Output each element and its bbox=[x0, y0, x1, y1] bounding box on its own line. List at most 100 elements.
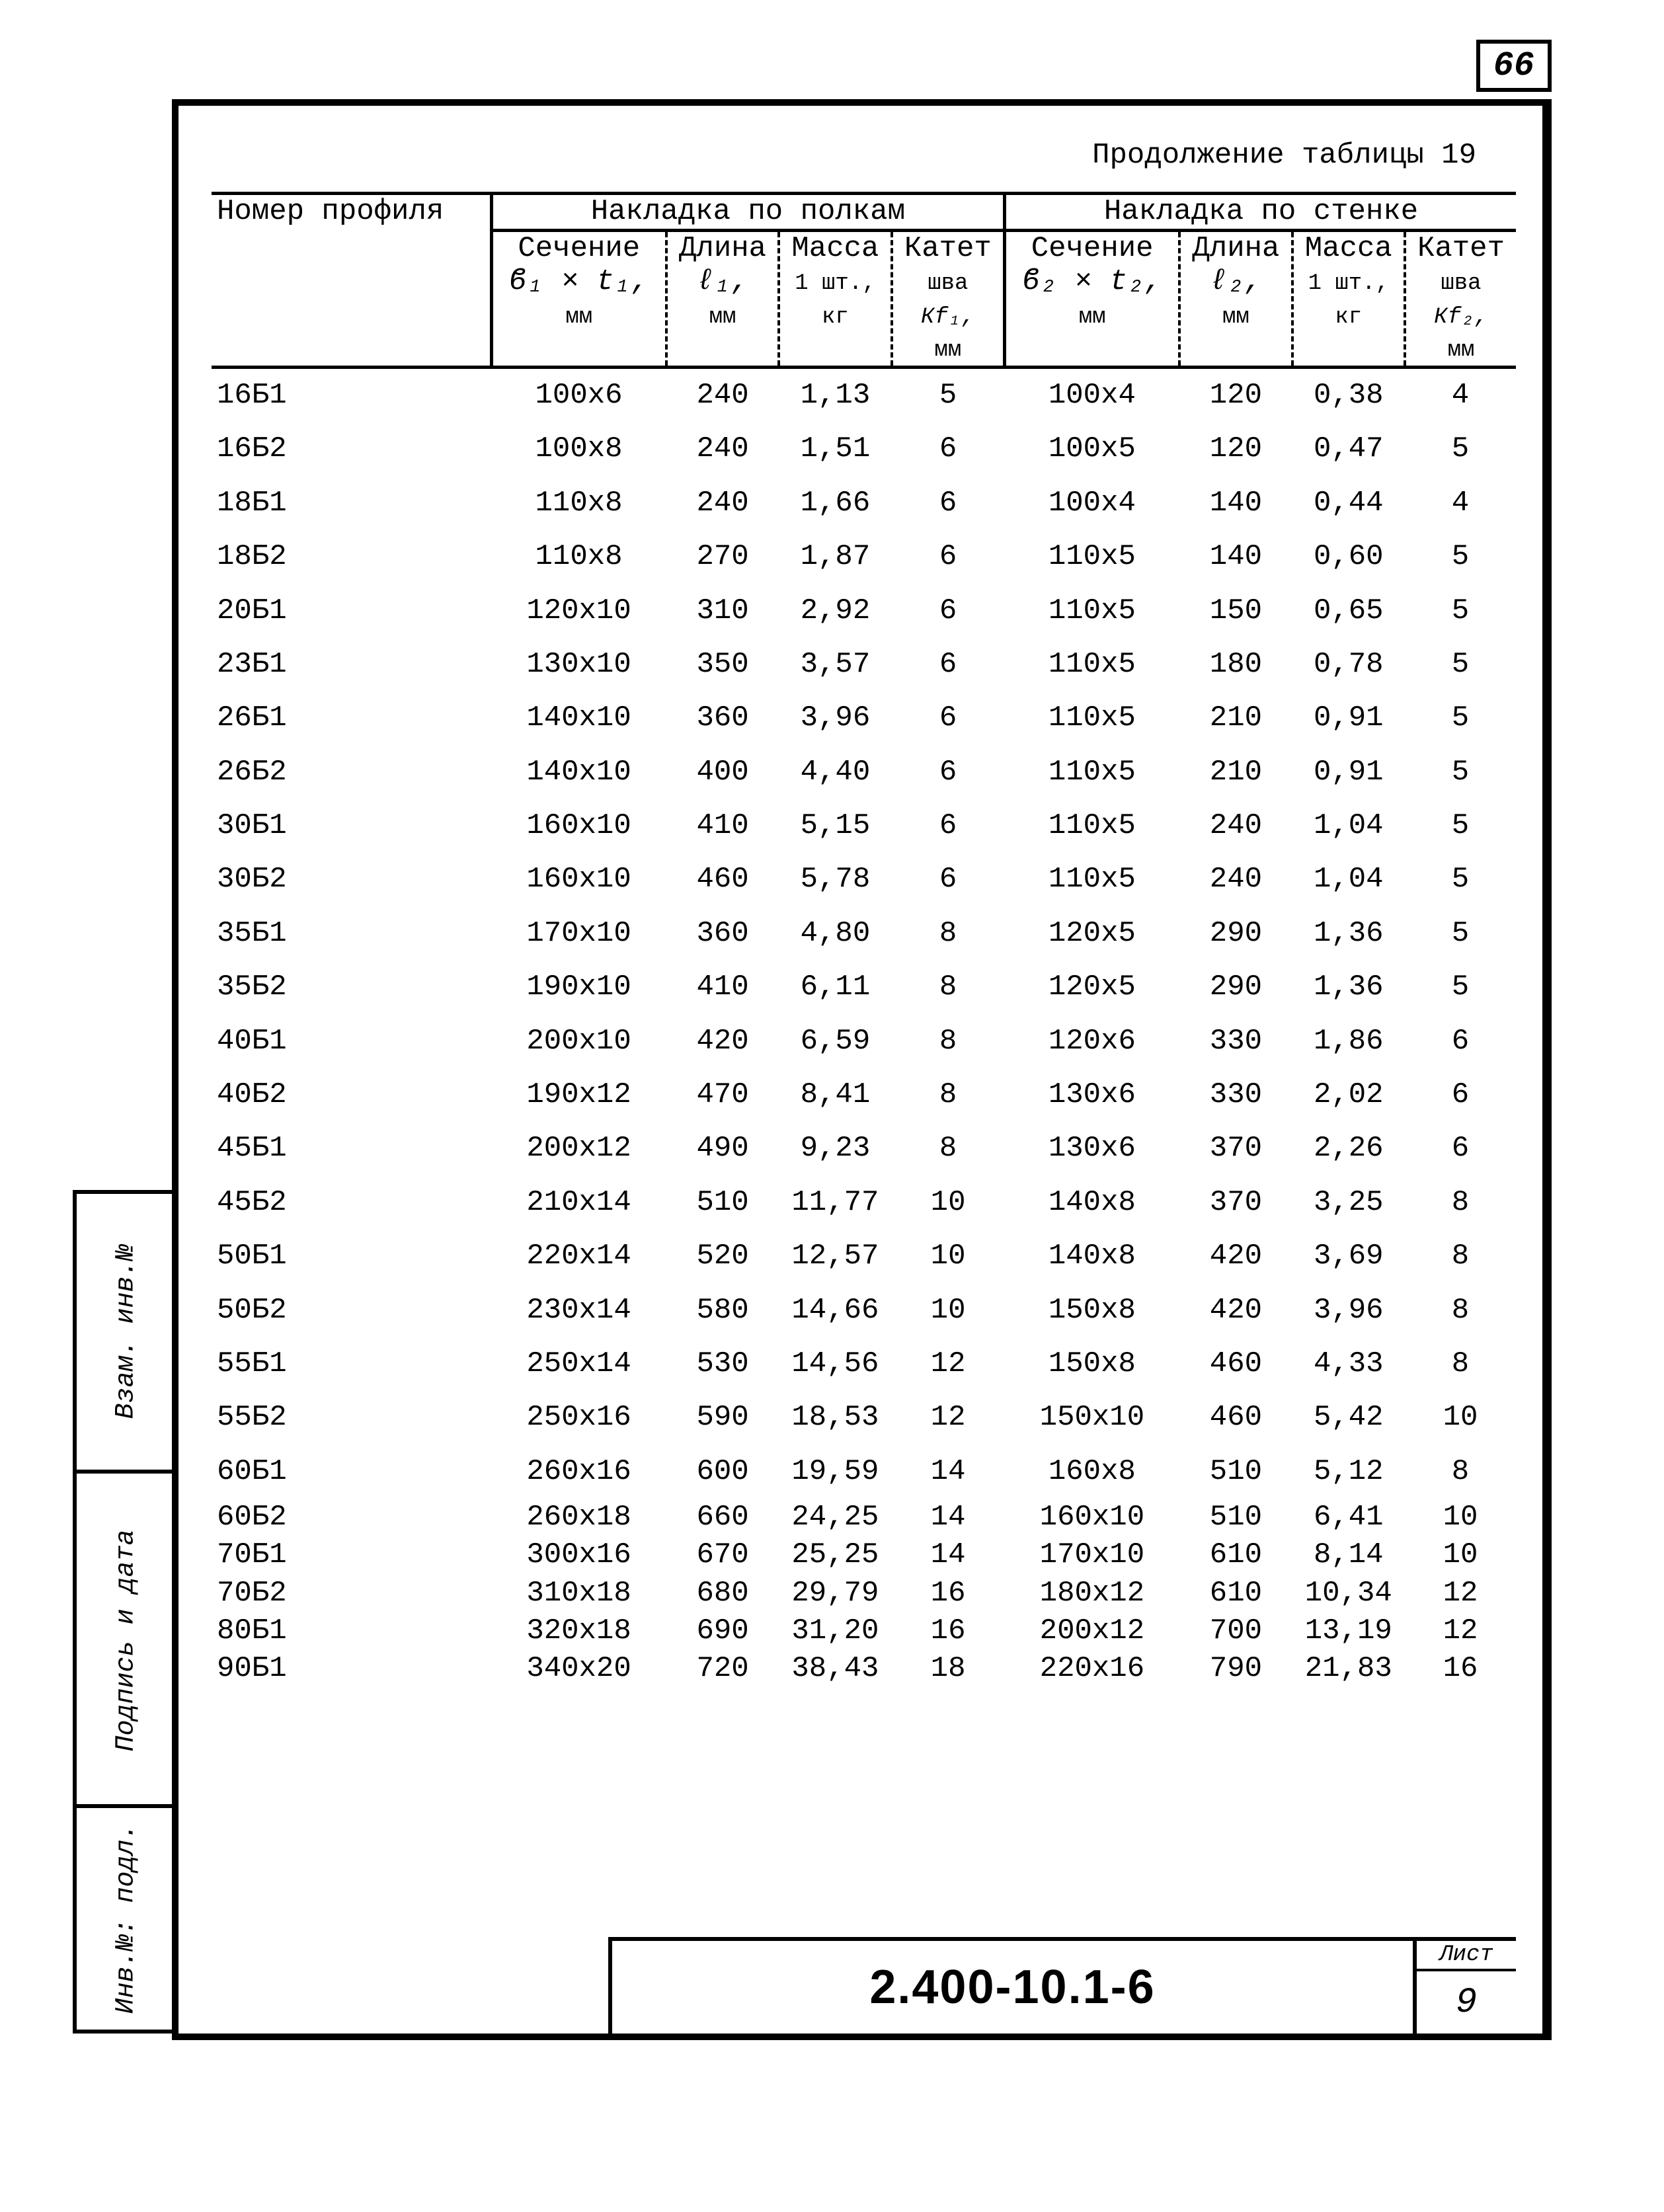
cell: 10,34 bbox=[1292, 1575, 1405, 1612]
cell: 220х16 bbox=[1005, 1650, 1180, 1688]
cell: 14,56 bbox=[779, 1337, 891, 1391]
table-row: 20Б1120х103102,926110х51500,655 bbox=[212, 584, 1516, 638]
cell: 240 bbox=[1179, 799, 1292, 853]
cell: 180х12 bbox=[1005, 1575, 1180, 1612]
cell: 70Б1 bbox=[212, 1536, 491, 1574]
cell: 6 bbox=[892, 584, 1005, 638]
cell: 70Б2 bbox=[212, 1575, 491, 1612]
cell: 210 bbox=[1179, 691, 1292, 745]
cell: 140х8 bbox=[1005, 1176, 1180, 1230]
cell: 11,77 bbox=[779, 1176, 891, 1230]
cell: 4 bbox=[1405, 367, 1516, 422]
cell: 230х14 bbox=[491, 1284, 666, 1337]
cell: 26Б2 bbox=[212, 746, 491, 799]
cell: 55Б1 bbox=[212, 1337, 491, 1391]
cell: 330 bbox=[1179, 1068, 1292, 1122]
cell: 530 bbox=[666, 1337, 779, 1391]
cell: 210 bbox=[1179, 746, 1292, 799]
cell: 6,11 bbox=[779, 961, 891, 1014]
cell: 370 bbox=[1179, 1176, 1292, 1230]
cell: 5 bbox=[1405, 584, 1516, 638]
cell: 140х10 bbox=[491, 691, 666, 745]
table-row: 26Б1140х103603,966110х52100,915 bbox=[212, 691, 1516, 745]
cell: 1,87 bbox=[779, 530, 891, 584]
cell: 150 bbox=[1179, 584, 1292, 638]
cell: 5 bbox=[1405, 691, 1516, 745]
cell: 9,23 bbox=[779, 1122, 891, 1175]
lbl: 1 шт., bbox=[1308, 271, 1389, 296]
sheet-number: 9 bbox=[1417, 1971, 1516, 2034]
cell: 360 bbox=[666, 691, 779, 745]
cell: 250х14 bbox=[491, 1337, 666, 1391]
cell: 520 bbox=[666, 1230, 779, 1283]
cell: 130х6 bbox=[1005, 1068, 1180, 1122]
cell: 16 bbox=[1405, 1650, 1516, 1688]
table-row: 23Б1130х103503,576110х51800,785 bbox=[212, 638, 1516, 691]
cell: 340х20 bbox=[491, 1650, 666, 1688]
lbl: Масса bbox=[791, 232, 879, 265]
cell: 370 bbox=[1179, 1122, 1292, 1175]
cell: 6 bbox=[892, 477, 1005, 530]
cell: 160х8 bbox=[1005, 1445, 1180, 1499]
cell: 170х10 bbox=[491, 907, 666, 961]
cell: 6 bbox=[1405, 1015, 1516, 1068]
cell: 300х16 bbox=[491, 1536, 666, 1574]
cell: 470 bbox=[666, 1068, 779, 1122]
cell: 6,59 bbox=[779, 1015, 891, 1068]
cell: 31,20 bbox=[779, 1612, 891, 1650]
cell: 10 bbox=[1405, 1536, 1516, 1574]
cell: 12 bbox=[1405, 1575, 1516, 1612]
table-row: 16Б1100х62401,135100х41200,384 bbox=[212, 367, 1516, 422]
cell: 310х18 bbox=[491, 1575, 666, 1612]
cell: 200х10 bbox=[491, 1015, 666, 1068]
cell: 13,19 bbox=[1292, 1612, 1405, 1650]
cell: 50Б1 bbox=[212, 1230, 491, 1283]
cell: 30Б1 bbox=[212, 799, 491, 853]
cell: 460 bbox=[1179, 1391, 1292, 1444]
lbl: ℓ₁, bbox=[696, 265, 748, 298]
cell: 29,79 bbox=[779, 1575, 891, 1612]
cell: 10 bbox=[892, 1230, 1005, 1283]
cell: 6 bbox=[892, 530, 1005, 584]
cell: 6 bbox=[892, 799, 1005, 853]
cell: 150х8 bbox=[1005, 1284, 1180, 1337]
cell: 0,60 bbox=[1292, 530, 1405, 584]
col-length1: Длина ℓ₁, мм bbox=[666, 230, 779, 367]
cell: 200х12 bbox=[491, 1122, 666, 1175]
cell: 120х5 bbox=[1005, 907, 1180, 961]
cell: 240 bbox=[666, 367, 779, 422]
cell: 180 bbox=[1179, 638, 1292, 691]
cell: 200х12 bbox=[1005, 1612, 1180, 1650]
cell: 5,78 bbox=[779, 853, 891, 906]
cell: 8 bbox=[892, 1068, 1005, 1122]
col-profile: Номер профиля bbox=[212, 194, 491, 368]
cell: 790 bbox=[1179, 1650, 1292, 1688]
cell: 5 bbox=[1405, 907, 1516, 961]
cell: 12 bbox=[892, 1391, 1005, 1444]
cell: 250х16 bbox=[491, 1391, 666, 1444]
cell: 3,69 bbox=[1292, 1230, 1405, 1283]
lbl: 1 шт., bbox=[795, 271, 875, 296]
lbl: Длина bbox=[1192, 232, 1279, 265]
cell: 210х14 bbox=[491, 1176, 666, 1230]
lbl: мм bbox=[1079, 305, 1106, 330]
cell: 100х4 bbox=[1005, 367, 1180, 422]
cell: 1,66 bbox=[779, 477, 891, 530]
cell: 20Б1 bbox=[212, 584, 491, 638]
cell: 4 bbox=[1405, 477, 1516, 530]
lbl: Катет bbox=[904, 232, 992, 265]
cell: 410 bbox=[666, 961, 779, 1014]
cell: 510 bbox=[1179, 1499, 1292, 1536]
cell: 5,12 bbox=[1292, 1445, 1405, 1499]
cell: 110х5 bbox=[1005, 638, 1180, 691]
cell: 23Б1 bbox=[212, 638, 491, 691]
cell: 510 bbox=[1179, 1445, 1292, 1499]
lbl: ϐ₁ × t₁, bbox=[509, 265, 649, 298]
cell: 14,66 bbox=[779, 1284, 891, 1337]
cell: 3,96 bbox=[1292, 1284, 1405, 1337]
cell: 14 bbox=[892, 1445, 1005, 1499]
cell: 0,44 bbox=[1292, 477, 1405, 530]
cell: 410 bbox=[666, 799, 779, 853]
col-mass1: Масса 1 шт., кг bbox=[779, 230, 891, 367]
cell: 16 bbox=[892, 1612, 1005, 1650]
